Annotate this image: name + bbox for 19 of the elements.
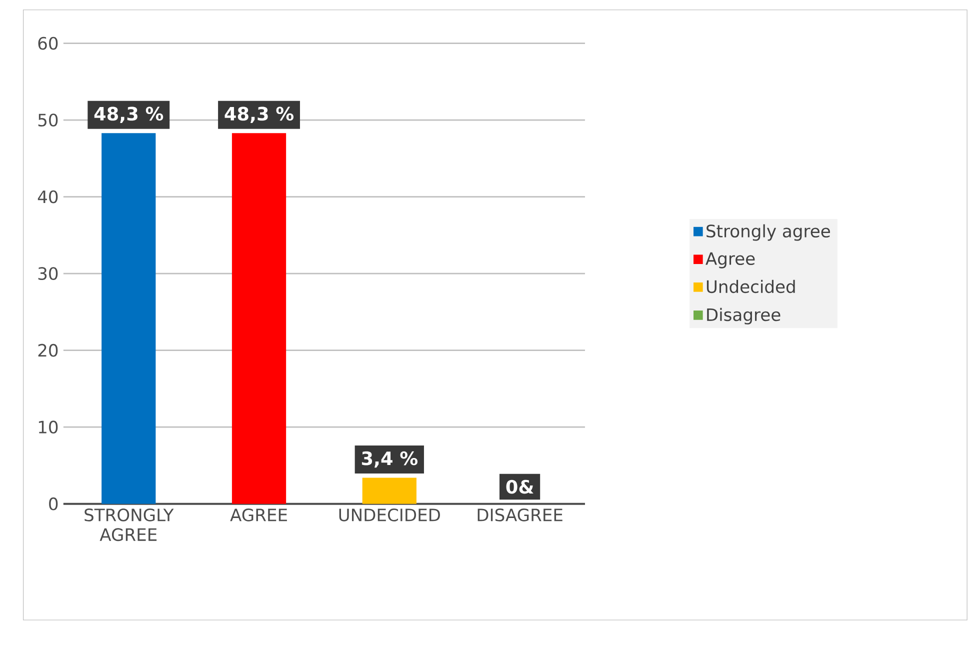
data-label: 3,4 %: [362, 452, 418, 468]
legend-label: Undecided: [706, 280, 795, 294]
data-label: 0&: [506, 480, 534, 494]
x-tick-label: UNDECIDED: [339, 508, 440, 522]
y-tick-label: 60: [38, 37, 58, 50]
legend-label: Strongly agree: [706, 224, 830, 242]
y-tick-label: 40: [38, 190, 58, 204]
y-tick-label: 10: [38, 420, 58, 434]
x-tick-label: STRONGLY AGREE: [84, 508, 174, 542]
y-tick-label: 30: [38, 267, 58, 280]
data-label: 48,3 %: [224, 106, 294, 124]
legend-label: Agree: [706, 252, 755, 269]
legend-label: Disagree: [707, 308, 780, 325]
data-label: 48,3 %: [94, 106, 164, 124]
x-tick-label: DISAGREE: [478, 508, 562, 522]
y-tick-label: 50: [38, 114, 58, 127]
x-tick-label: AGREE: [230, 508, 287, 522]
y-tick-label: 20: [38, 344, 58, 357]
y-tick-label: 0: [49, 498, 58, 511]
